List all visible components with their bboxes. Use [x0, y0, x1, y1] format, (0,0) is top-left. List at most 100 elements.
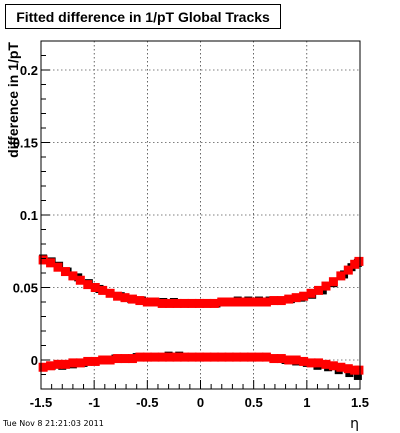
data-point [276, 296, 286, 306]
data-point [354, 256, 364, 266]
data-point [239, 297, 249, 307]
data-point [314, 285, 324, 295]
data-point [157, 352, 167, 362]
data-point [120, 354, 130, 364]
data-point [202, 352, 212, 362]
data-point [336, 271, 346, 281]
data-point [336, 362, 346, 372]
data-point [314, 358, 324, 368]
data-point [291, 355, 301, 365]
y-tick-label: 0.15 [13, 136, 38, 151]
data-point [232, 297, 242, 307]
data-point [328, 277, 338, 287]
data-point [261, 352, 271, 362]
data-point [187, 298, 197, 308]
data-point [247, 297, 257, 307]
data-point [321, 281, 331, 291]
axis-ticks [40, 40, 361, 390]
data-point [165, 352, 175, 362]
data-point [83, 280, 93, 290]
data-point [165, 298, 175, 308]
y-tick-label: 0.2 [20, 63, 38, 78]
x-tick-label: -1 [88, 395, 100, 410]
data-point [239, 352, 249, 362]
data-point [284, 294, 294, 304]
data-point [343, 265, 353, 275]
data-point [217, 297, 227, 307]
x-tick-label: 1 [303, 395, 310, 410]
x-tick-label: 0.5 [245, 395, 263, 410]
data-point [150, 297, 160, 307]
data-point [142, 297, 152, 307]
data-point [135, 352, 145, 362]
data-point [291, 293, 301, 303]
data-point [68, 358, 78, 368]
y-axis-label: difference in 1/pT [5, 42, 21, 158]
data-point [172, 298, 182, 308]
data-point [187, 352, 197, 362]
data-point [60, 267, 70, 277]
data-point [127, 354, 137, 364]
data-point [157, 298, 167, 308]
data-point [254, 352, 264, 362]
data-point [254, 297, 264, 307]
data-point [38, 362, 48, 372]
data-point [306, 288, 316, 298]
data-point [209, 352, 219, 362]
data-point [53, 359, 63, 369]
data-point [105, 288, 115, 298]
tick-labels: -1.5 -1 -0.5 0 0.5 1 1.5 0 0.05 0.1 0.15 0.2 [13, 63, 369, 410]
y-tick-label: 0.05 [13, 281, 38, 296]
data-point [60, 359, 70, 369]
data-point [194, 298, 204, 308]
x-tick-label: 0 [197, 395, 204, 410]
data-point [299, 356, 309, 366]
data-point [83, 356, 93, 366]
data-point [90, 356, 100, 366]
data-point [142, 352, 152, 362]
data-point [343, 364, 353, 374]
data-point [38, 255, 48, 265]
data-point [75, 275, 85, 285]
y-tick-label: 0.1 [20, 208, 38, 223]
data-point [90, 283, 100, 292]
data-point [306, 358, 316, 368]
data-point [150, 352, 160, 362]
data-point [217, 352, 227, 362]
x-tick-label: 1.5 [351, 395, 369, 410]
data-point [247, 352, 257, 362]
data-point [75, 358, 85, 368]
data-point [276, 354, 286, 364]
data-point [224, 352, 234, 362]
y-tick-label: 0 [31, 353, 38, 368]
x-axis-label: η [350, 416, 359, 432]
data-point [328, 361, 338, 371]
data-point [321, 359, 331, 369]
data-point [209, 298, 219, 308]
data-point [299, 291, 309, 301]
chart-title: Fitted difference in 1/pT Global Tracks [5, 4, 281, 29]
data-point [194, 352, 204, 362]
data-point [68, 271, 78, 281]
data-point [46, 361, 56, 371]
data-point [53, 262, 63, 272]
data-point [46, 258, 56, 268]
x-tick-label: -1.5 [30, 395, 52, 410]
data-point [127, 294, 137, 304]
data-point [353, 371, 362, 380]
grid [41, 41, 360, 389]
data-points [38, 254, 364, 380]
data-point [180, 352, 190, 362]
data-point [98, 355, 108, 365]
data-point [354, 365, 364, 375]
data-point [105, 355, 115, 365]
data-point [113, 354, 123, 364]
timestamp: Tue Nov 8 21:21:03 2011 [3, 419, 104, 428]
data-point [224, 297, 234, 307]
data-point [232, 352, 242, 362]
x-tick-label: -0.5 [136, 395, 158, 410]
data-point [120, 293, 130, 303]
data-point [269, 354, 279, 364]
